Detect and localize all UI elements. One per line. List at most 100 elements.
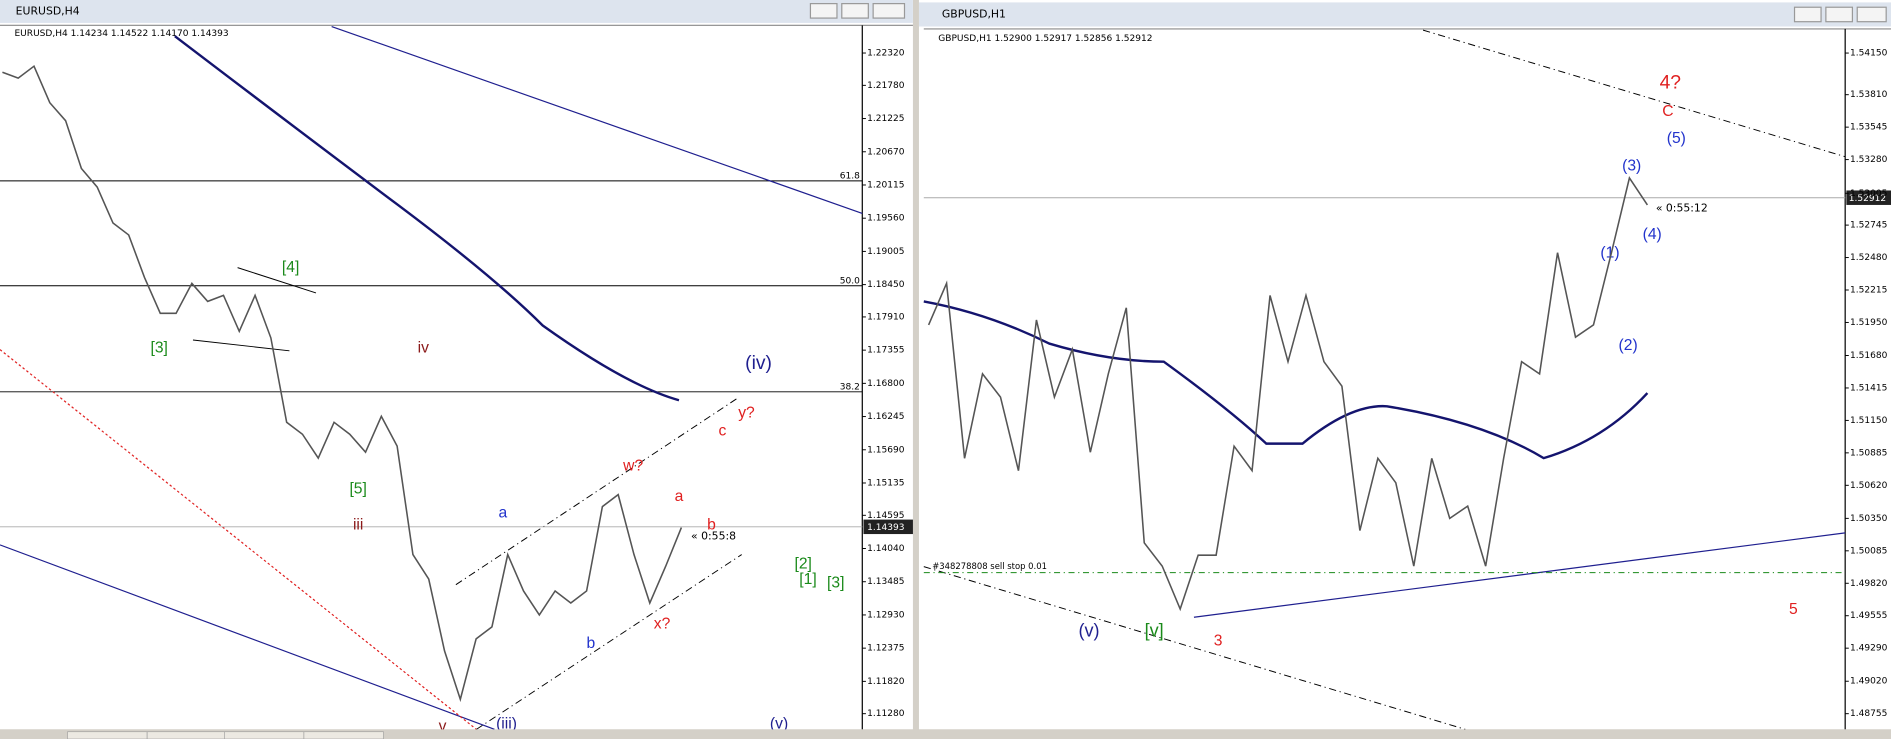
tab-strip: [0, 729, 1891, 739]
y-tick-label: 1.15135: [867, 478, 904, 488]
moving-average: [174, 35, 680, 402]
countdown: « 0:55:12: [1656, 202, 1708, 215]
wave-label: iv: [418, 340, 429, 357]
trend-line: [331, 25, 863, 214]
y-tick-label: 1.18450: [867, 280, 905, 290]
wave-label: c: [718, 423, 726, 440]
wave-label: x?: [654, 616, 671, 633]
wave-label: iii: [353, 517, 363, 534]
y-tick-label: 1.51415: [1850, 383, 1887, 393]
y-tick-label: 1.12375: [867, 644, 904, 654]
wave-label: v: [439, 718, 447, 735]
chart-header: EURUSD,H4 1.14234 1.14522 1.14170 1.1439…: [14, 29, 228, 39]
fib-label: 61.8: [840, 172, 860, 182]
wave-label: [3]: [827, 575, 844, 592]
wave-label: [1]: [799, 571, 816, 588]
wave-label: (iv): [745, 353, 772, 374]
price-series: [927, 176, 1649, 612]
y-tick-label: 1.14040: [867, 544, 905, 554]
y-tick-label: 1.49555: [1850, 611, 1887, 621]
y-tick-label: 1.15690: [867, 445, 905, 455]
fib-label: 50.0: [840, 276, 860, 286]
window-frame: [0, 0, 913, 730]
title-bar: [0, 0, 913, 23]
channel-line: [476, 554, 742, 730]
wave-label: w?: [622, 458, 643, 475]
wave-label: [5]: [349, 481, 366, 498]
price-tag-text: 1.52912: [1849, 194, 1886, 204]
window-buttons[interactable]: [809, 3, 906, 19]
window-frame: [918, 0, 1891, 730]
wave-label: [v]: [1145, 620, 1164, 640]
minimize-button[interactable]: [1793, 6, 1822, 23]
y-tick-label: 1.19005: [867, 247, 904, 257]
y-tick-label: 1.52215: [1850, 286, 1887, 296]
moving-average: [923, 300, 1649, 460]
tabs[interactable]: [67, 731, 384, 739]
y-tick-label: 1.22320: [867, 49, 905, 59]
y-tick-label: 1.16800: [867, 379, 905, 389]
chart-header: GBPUSD,H1 1.52900 1.52917 1.52856 1.5291…: [938, 34, 1152, 44]
wave-label: C: [1662, 103, 1673, 120]
y-tick-label: 1.50620: [1850, 481, 1888, 491]
wave-label: (3): [1622, 158, 1641, 175]
wave-label: a: [675, 488, 684, 505]
wave-label: a: [499, 505, 508, 522]
y-tick-label: 1.20115: [867, 180, 904, 190]
order-label: #348278808 sell stop 0.01: [932, 561, 1047, 571]
window-buttons[interactable]: [1793, 6, 1887, 23]
maximize-button[interactable]: [841, 3, 869, 19]
minimize-button[interactable]: [809, 3, 838, 19]
window-title: EURUSD,H4: [16, 4, 80, 17]
countdown: « 0:55:8: [691, 529, 736, 542]
y-tick-label: 1.53810: [1850, 90, 1888, 100]
triangle-line: [237, 267, 317, 294]
price-tag: [1846, 190, 1891, 205]
window-title: GBPUSD,H1: [942, 7, 1006, 20]
y-tick-label: 1.20670: [867, 147, 905, 157]
fib-label: 38.2: [840, 382, 860, 392]
wave-label: 5: [1789, 601, 1798, 618]
trend-line: [0, 544, 495, 730]
y-tick-label: 1.52480: [1850, 253, 1888, 263]
y-tick-label: 1.51680: [1850, 351, 1888, 361]
y-tick-label: 1.21780: [867, 81, 905, 91]
wave-label: 4?: [1660, 72, 1681, 93]
close-button[interactable]: [1856, 6, 1887, 23]
tab[interactable]: [224, 731, 305, 739]
y-tick-label: 1.49820: [1850, 579, 1888, 589]
wave-label: (2): [1619, 337, 1638, 354]
y-tick-label: 1.53005: [1850, 189, 1887, 199]
y-tick-label: 1.48755: [1850, 709, 1887, 719]
wave-label: 3: [1214, 632, 1223, 649]
tab[interactable]: [146, 731, 225, 739]
tab[interactable]: [67, 731, 148, 739]
y-tick-label: 1.11820: [867, 677, 905, 687]
title-bar: [918, 2, 1891, 27]
trend-line: [0, 349, 477, 730]
price-tag-text: 1.14393: [867, 523, 905, 533]
trend-line: [923, 566, 1466, 730]
wave-label: (5): [1667, 130, 1686, 147]
wave-label: b: [587, 635, 596, 652]
wave-label: (v): [770, 716, 788, 733]
wave-label: y?: [738, 405, 755, 422]
y-tick-label: 1.52745: [1850, 221, 1887, 231]
maximize-button[interactable]: [1825, 6, 1854, 23]
y-tick-label: 1.21225: [867, 114, 904, 124]
y-tick-label: 1.14595: [867, 511, 904, 521]
wave-label: (1): [1600, 244, 1619, 261]
wave-label: (iii): [496, 716, 517, 733]
y-tick-label: 1.50885: [1850, 448, 1887, 458]
y-tick-label: 1.49020: [1850, 677, 1888, 687]
close-button[interactable]: [872, 3, 906, 19]
wave-label: [4]: [282, 259, 299, 276]
price-tag: [863, 519, 913, 535]
y-tick-label: 1.51950: [1850, 318, 1888, 328]
y-tick-label: 1.17355: [867, 346, 904, 356]
trend-line: [1422, 29, 1846, 158]
price-series: [2, 64, 683, 703]
tab[interactable]: [303, 731, 384, 739]
y-tick-label: 1.50350: [1850, 514, 1888, 524]
y-tick-label: 1.16245: [867, 412, 904, 422]
